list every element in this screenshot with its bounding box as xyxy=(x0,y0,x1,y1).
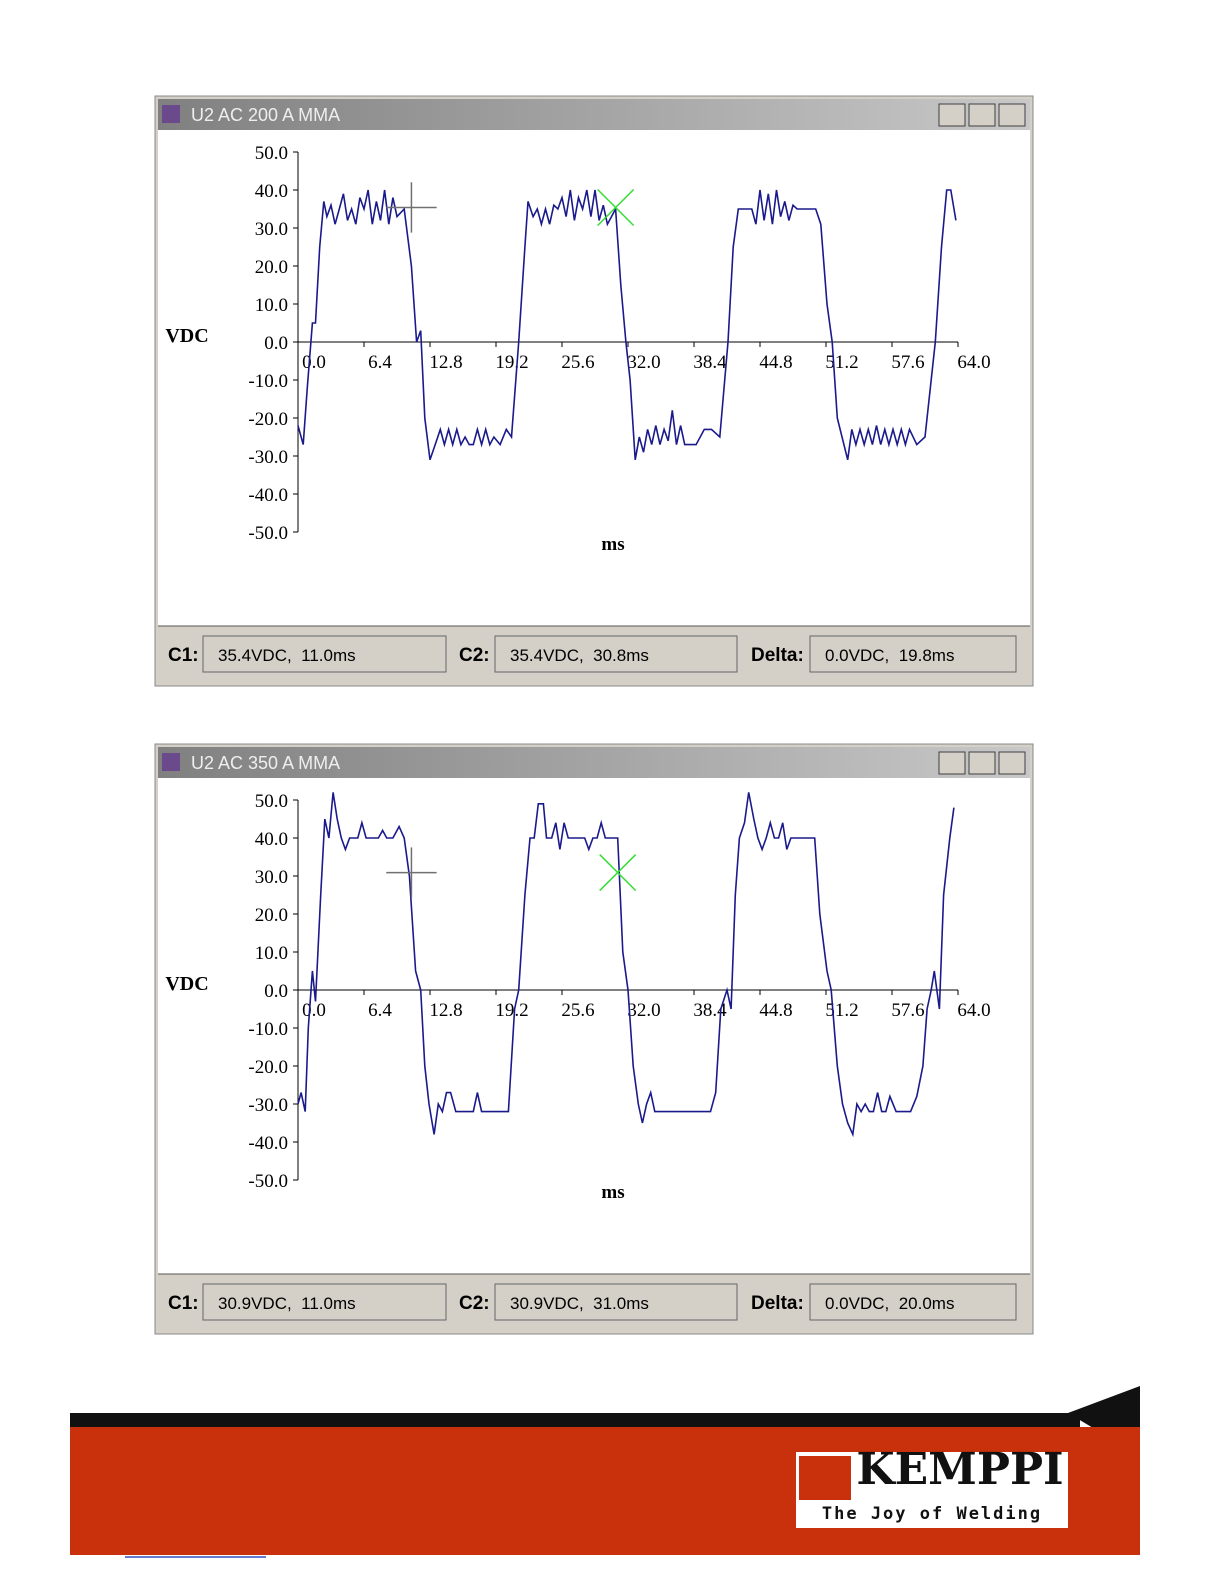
y-tick-label: 40.0 xyxy=(255,181,288,202)
window-title: U2 AC 200 A MMA xyxy=(191,105,340,125)
window-title: U2 AC 350 A MMA xyxy=(191,753,340,773)
x-tick-label: 32.0 xyxy=(627,1000,660,1021)
window: U2 AC 350 A MMA 50.0 40.0 30.0 20.0 10.0 0.0 -1… xyxy=(154,743,1034,1335)
x-tick-label: 51.2 xyxy=(825,352,858,373)
status-value: 35.4VDC, 11.0ms xyxy=(218,646,356,665)
y-axis-label: VDC xyxy=(165,325,208,347)
status-field xyxy=(809,635,1017,673)
y-tick-label: 0.0 xyxy=(264,333,288,354)
logo-tagline: The Joy of Welding xyxy=(822,1504,1042,1524)
status-field xyxy=(809,1283,1017,1321)
window-button-max[interactable] xyxy=(968,103,996,127)
status-value: 0.0VDC, 20.0ms xyxy=(825,1294,954,1313)
status-value: 30.9VDC, 31.0ms xyxy=(510,1294,649,1313)
x-tick-label: 12.8 xyxy=(429,352,462,373)
plot-area xyxy=(158,778,1030,1274)
y-tick-label: -30.0 xyxy=(248,447,288,468)
y-tick-label: 10.0 xyxy=(255,295,288,316)
status-field xyxy=(202,1283,447,1321)
window-button-min[interactable] xyxy=(938,751,966,775)
y-tick-label: -40.0 xyxy=(248,1133,288,1154)
cursor xyxy=(599,854,637,892)
status-label: Delta: xyxy=(751,645,804,666)
y-tick-label: -30.0 xyxy=(248,1095,288,1116)
footer: KEMPPI The Joy of Welding xyxy=(70,1386,1140,1558)
status-value: 30.9VDC, 11.0ms xyxy=(218,1294,356,1313)
y-tick-label: 20.0 xyxy=(255,257,288,278)
x-tick-label: 57.6 xyxy=(891,352,924,373)
status-label: C2: xyxy=(459,645,490,666)
waveform xyxy=(297,792,955,1138)
x-tick-label: 0.0 xyxy=(302,1000,326,1021)
x-tick-label: 6.4 xyxy=(368,352,392,373)
y-tick-label: 50.0 xyxy=(255,143,288,164)
y-tick-label: 0.0 xyxy=(264,981,288,1002)
y-tick-label: 20.0 xyxy=(255,905,288,926)
x-tick-label: 44.8 xyxy=(759,1000,792,1021)
x-tick-label: 51.2 xyxy=(825,1000,858,1021)
x-tick-label: 0.0 xyxy=(302,352,326,373)
y-axis-label: VDC xyxy=(165,973,208,995)
status-value: 0.0VDC, 19.8ms xyxy=(825,646,954,665)
cursor xyxy=(386,847,437,898)
x-tick-label: 19.2 xyxy=(495,352,528,373)
x-tick-label: 32.0 xyxy=(627,352,660,373)
y-tick-label: -20.0 xyxy=(248,1057,288,1078)
status-value: 35.4VDC, 30.8ms xyxy=(510,646,649,665)
x-tick-label: 38.4 xyxy=(693,1000,727,1021)
window-button-max[interactable] xyxy=(968,751,996,775)
y-tick-label: 30.0 xyxy=(255,219,288,240)
app-icon xyxy=(162,753,180,771)
status-label: Delta: xyxy=(751,1293,804,1314)
y-tick-label: 30.0 xyxy=(255,867,288,888)
logo-brand: KEMPPI xyxy=(856,1444,1063,1495)
y-tick-label: -50.0 xyxy=(248,523,288,544)
status-label: C1: xyxy=(168,645,199,666)
window-button-close[interactable] xyxy=(998,751,1026,775)
window-button-close[interactable] xyxy=(998,103,1026,127)
window: U2 AC 200 A MMA 50.0 40.0 30.0 20.0 10.0 0.0 -1… xyxy=(154,95,1034,687)
y-tick-label: 50.0 xyxy=(255,791,288,812)
x-tick-label: 25.6 xyxy=(561,1000,594,1021)
y-tick-label: -20.0 xyxy=(248,409,288,430)
plot-area xyxy=(158,130,1030,626)
window-button-min[interactable] xyxy=(938,103,966,127)
title-bar xyxy=(158,747,1030,778)
y-tick-label: -40.0 xyxy=(248,485,288,506)
y-tick-label: -10.0 xyxy=(248,371,288,392)
waveform xyxy=(297,189,957,461)
x-tick-label: 6.4 xyxy=(368,1000,392,1021)
status-field xyxy=(202,635,447,673)
x-tick-label: 38.4 xyxy=(693,352,727,373)
footer-bar xyxy=(70,1413,1080,1427)
y-tick-label: -50.0 xyxy=(248,1171,288,1192)
x-tick-label: 57.6 xyxy=(891,1000,924,1021)
status-field xyxy=(494,1283,738,1321)
x-axis-label: ms xyxy=(601,1182,624,1203)
title-bar xyxy=(158,99,1030,130)
x-tick-label: 64.0 xyxy=(957,1000,990,1021)
status-label: C1: xyxy=(168,1293,199,1314)
cursor xyxy=(386,182,437,233)
x-axis-label: ms xyxy=(601,534,624,555)
x-tick-label: 12.8 xyxy=(429,1000,462,1021)
status-label: C2: xyxy=(459,1293,490,1314)
cursor xyxy=(597,188,635,227)
app-icon xyxy=(162,105,180,123)
status-field xyxy=(494,635,738,673)
x-tick-label: 64.0 xyxy=(957,352,990,373)
x-tick-label: 19.2 xyxy=(495,1000,528,1021)
y-tick-label: 10.0 xyxy=(255,943,288,964)
y-tick-label: 40.0 xyxy=(255,829,288,850)
logo-emblem xyxy=(799,1456,851,1500)
y-tick-label: -10.0 xyxy=(248,1019,288,1040)
x-tick-label: 25.6 xyxy=(561,352,594,373)
x-tick-label: 44.8 xyxy=(759,352,792,373)
